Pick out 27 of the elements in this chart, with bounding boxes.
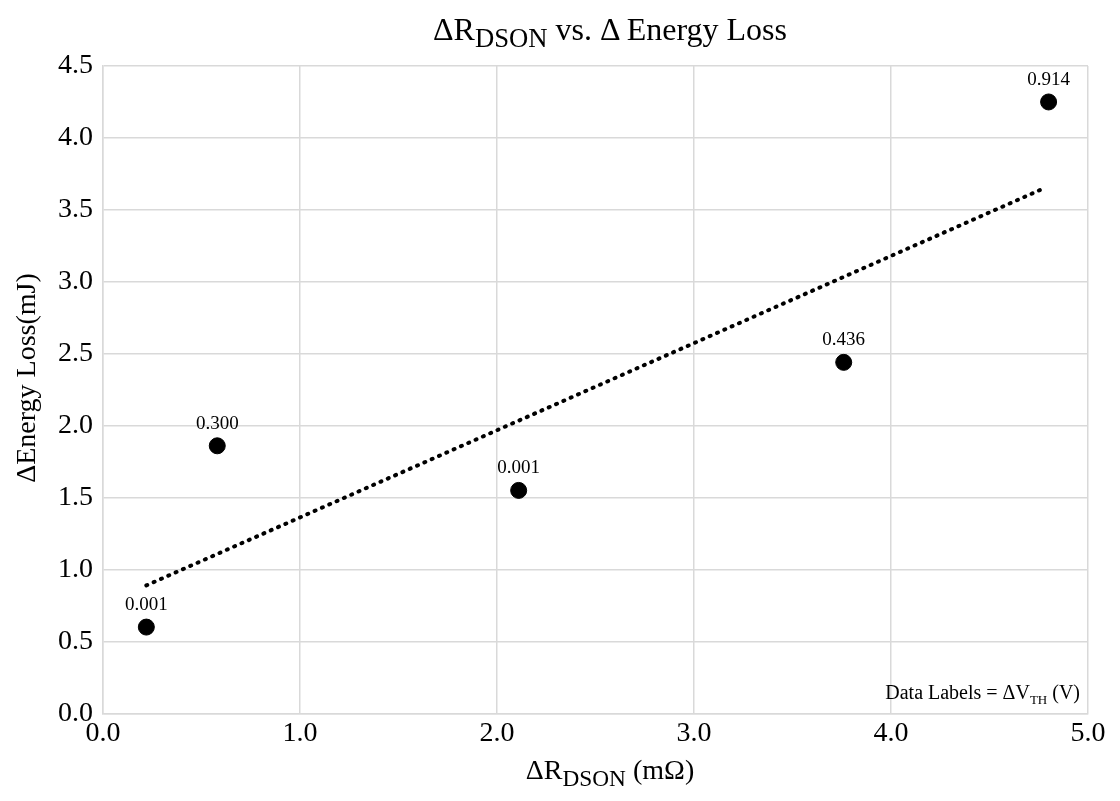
y-axis-title: ΔEnergy Loss(mJ) [9, 273, 42, 483]
x-tick-label: 1.0 [282, 715, 318, 747]
y-tick-label: 1.5 [58, 479, 93, 511]
x-tick-label: 5.0 [1070, 715, 1106, 747]
x-tick-label: 4.0 [873, 715, 909, 747]
point [208, 437, 226, 455]
point [137, 618, 155, 636]
y-tick-label: 1.0 [58, 551, 93, 583]
y-tick-label: 2.5 [58, 336, 93, 368]
annotation: 0.436 [822, 328, 866, 350]
x-tick-label: 2.0 [479, 715, 515, 747]
x-axis-title: ΔR$_{DSON}$ (mΩ) [524, 753, 696, 791]
point [1040, 93, 1058, 111]
annotation: 0.914 [1027, 67, 1071, 89]
chart-title: ΔR$_{DSON}$ vs. Δ Energy Loss [431, 11, 788, 54]
x-tick-label: 3.0 [676, 715, 712, 747]
point [510, 481, 528, 499]
point [835, 353, 853, 371]
y-tick-label: 0.5 [58, 623, 93, 655]
y-tick-label: 2.0 [58, 408, 93, 440]
annotation: 0.001 [124, 593, 168, 615]
annotation: 0.001 [497, 456, 541, 478]
y-tick-label: 3.0 [58, 264, 93, 296]
y-tick-label: 4.5 [58, 48, 93, 80]
y-tick-label: 3.5 [58, 192, 93, 224]
annotation: 0.300 [195, 411, 239, 433]
y-tick-label: 4.0 [58, 120, 93, 152]
